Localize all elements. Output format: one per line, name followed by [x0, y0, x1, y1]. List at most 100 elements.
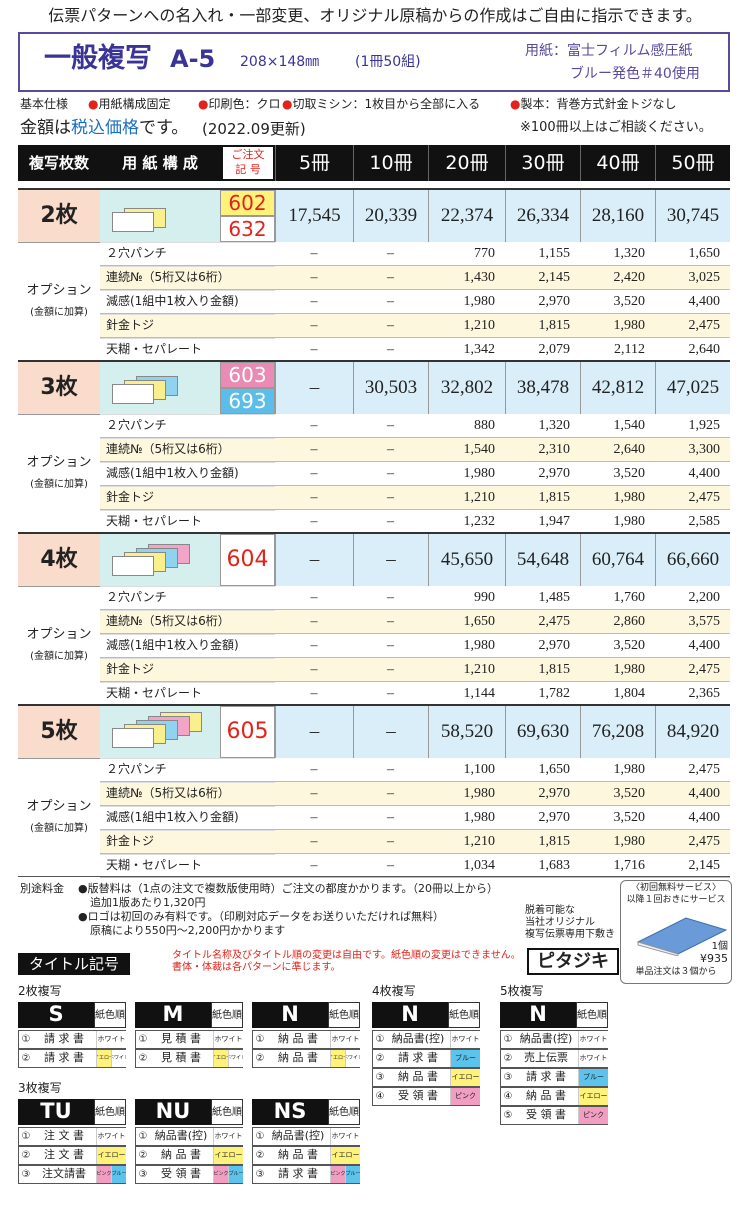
option-price: 1,947 — [505, 510, 580, 534]
group-label: 4枚複写 — [372, 984, 416, 998]
quantity-header: 30冊 — [505, 145, 580, 181]
pattern-code: NS — [252, 1099, 328, 1125]
paper-color: ホワイト — [578, 1031, 608, 1048]
pitajiki-image — [636, 917, 728, 956]
price: 84,920 — [655, 706, 730, 758]
option-name: 連続№（5桁又は6桁） — [100, 438, 275, 462]
option-price: 1,430 — [428, 266, 505, 290]
option-name: 連続№（5桁又は6桁） — [100, 266, 275, 290]
section-label: 4枚 — [18, 534, 100, 586]
row-name: 納 品 書 — [278, 1032, 318, 1046]
row-number: ① — [255, 1131, 265, 1142]
spec-label: 基本仕様 — [20, 97, 69, 111]
option-price: 4,400 — [655, 782, 730, 806]
option-block — [18, 414, 100, 534]
price: 42,812 — [580, 362, 655, 414]
paper-color: ホワイト — [96, 1031, 126, 1048]
service: 〈初回無料サービス〉 — [630, 883, 721, 894]
option-price: – — [275, 242, 353, 266]
spec-item: ●製本：背巻方式針金トジなし — [510, 97, 677, 111]
paper-color: イエロー — [330, 1050, 345, 1067]
row-name: 受 領 書 — [526, 1108, 566, 1122]
option-price: 1,485 — [505, 586, 580, 610]
row-name: 注 文 書 — [44, 1148, 84, 1162]
paper-color: ピンク — [96, 1166, 111, 1183]
row-number: ② — [503, 1053, 513, 1064]
option-note: (金額に加算) — [30, 306, 88, 318]
quantity-header: 50冊 — [655, 145, 730, 181]
color-order: 紙色順 — [94, 1002, 126, 1028]
row-number: ① — [21, 1131, 31, 1142]
color-order: 紙色順 — [328, 1002, 360, 1028]
option-name: 天糊・セパレート — [100, 854, 275, 878]
row-number: ③ — [138, 1169, 148, 1180]
paper-color: イエロー — [213, 1147, 243, 1164]
option-price: 1,210 — [428, 486, 505, 510]
price-tag: ¥935 — [700, 952, 728, 965]
row-name: 納 品 書 — [398, 1070, 438, 1084]
price: 60,764 — [580, 534, 655, 586]
header-row — [18, 145, 730, 181]
dimensions: 208×148㎜ — [240, 54, 320, 70]
option-price: – — [353, 758, 428, 782]
paper-color: ブルー発色＃40使用 — [570, 66, 700, 82]
option-price: – — [275, 314, 353, 338]
option-price: 1,683 — [505, 854, 580, 878]
pattern-code: S — [18, 1002, 94, 1028]
option-name: 天糊・セパレート — [100, 338, 275, 362]
paper-color: ブルー — [111, 1166, 126, 1183]
title-label: タイトル記号 — [18, 953, 130, 975]
price: 47,025 — [655, 362, 730, 414]
option-price: – — [275, 290, 353, 314]
option-price: 2,475 — [655, 314, 730, 338]
option-price: 2,365 — [655, 682, 730, 706]
section-border — [18, 360, 730, 362]
option-price: – — [275, 610, 353, 634]
order-code: 693 — [220, 388, 275, 414]
option-block — [18, 242, 100, 362]
price: 22,374 — [428, 190, 505, 242]
sets: (1冊50組) — [355, 54, 421, 70]
pitajiki-text: 当社オリジナル — [525, 917, 595, 928]
quantity-header: 5冊 — [275, 145, 353, 181]
section-border — [18, 188, 730, 190]
section-label: 2枚 — [18, 190, 100, 242]
option-price: 1,980 — [428, 806, 505, 830]
header-cell: ご注文 — [231, 148, 265, 162]
option-note: (金額に加算) — [30, 478, 88, 490]
option-price: 2,970 — [505, 806, 580, 830]
order-code: 632 — [220, 216, 275, 242]
quantity-header: 20冊 — [428, 145, 505, 181]
option-price: 1,320 — [505, 414, 580, 438]
option-price: 1,980 — [428, 782, 505, 806]
paper-color: ホワイト — [213, 1128, 243, 1145]
option-price: 3,520 — [580, 634, 655, 658]
price: 69,630 — [505, 706, 580, 758]
option-price: 2,970 — [505, 634, 580, 658]
option-name: 減感(1組中1枚入り金額) — [100, 634, 275, 658]
price: 76,208 — [580, 706, 655, 758]
title-note: タイトル名称及びタイトル順の変更は自由です。紙色順の変更はできません。 — [172, 950, 521, 961]
option-price: 2,475 — [505, 610, 580, 634]
option-price: – — [275, 586, 353, 610]
paper-color: ブルー — [228, 1166, 243, 1183]
sheet — [112, 384, 154, 404]
price: 26,334 — [505, 190, 580, 242]
paper-color: イエロー — [213, 1050, 228, 1067]
spec-item: ●印刷色：クロ — [198, 97, 281, 111]
price: 17,545 — [275, 190, 353, 242]
fees-label: 別途料金 — [20, 882, 64, 895]
paper-color: ホワイト — [330, 1128, 360, 1145]
row-name: 納 品 書 — [526, 1089, 566, 1103]
option-price: – — [275, 806, 353, 830]
option-name: ２穴パンチ — [100, 242, 275, 266]
color-order: 紙色順 — [448, 1002, 480, 1028]
option-price: 2,079 — [505, 338, 580, 362]
option-price: 1,980 — [428, 462, 505, 486]
quantity-header: 40冊 — [580, 145, 655, 181]
option-price: – — [353, 314, 428, 338]
option-price: 2,420 — [580, 266, 655, 290]
option-price: – — [353, 242, 428, 266]
option-price: 1,716 — [580, 854, 655, 878]
